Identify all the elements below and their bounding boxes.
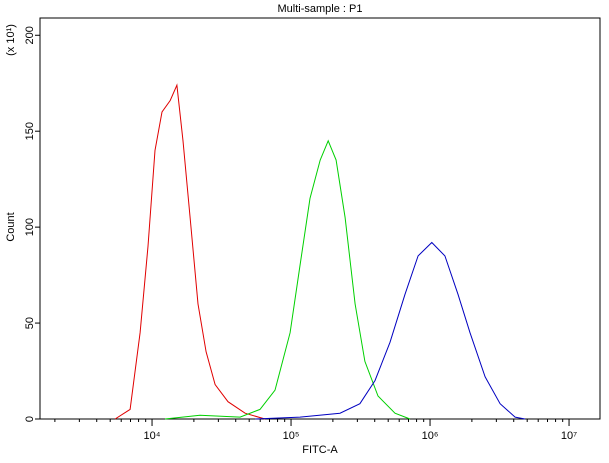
histogram-line	[114, 83, 266, 420]
chart-title: Multi-sample : P1	[278, 3, 363, 15]
y-tick-label: 200	[24, 26, 36, 44]
x-tick-label: 10⁴	[144, 430, 161, 442]
histogram-line	[255, 241, 526, 420]
y-multiplier: (x 10¹)	[5, 24, 17, 56]
y-tick-label: 100	[24, 218, 36, 236]
y-tick-label: 150	[24, 122, 36, 140]
histogram-line	[164, 139, 411, 420]
x-axis-label: FITC-A	[302, 444, 338, 456]
y-axis-label: Count	[5, 212, 17, 241]
x-tick-label: 10⁷	[561, 430, 577, 442]
plot-frame	[39, 17, 601, 420]
x-tick-label: 10⁵	[283, 430, 300, 442]
y-tick-label: 0	[24, 416, 36, 422]
x-tick-label: 10⁶	[422, 430, 439, 442]
y-tick-label: 50	[24, 317, 36, 329]
